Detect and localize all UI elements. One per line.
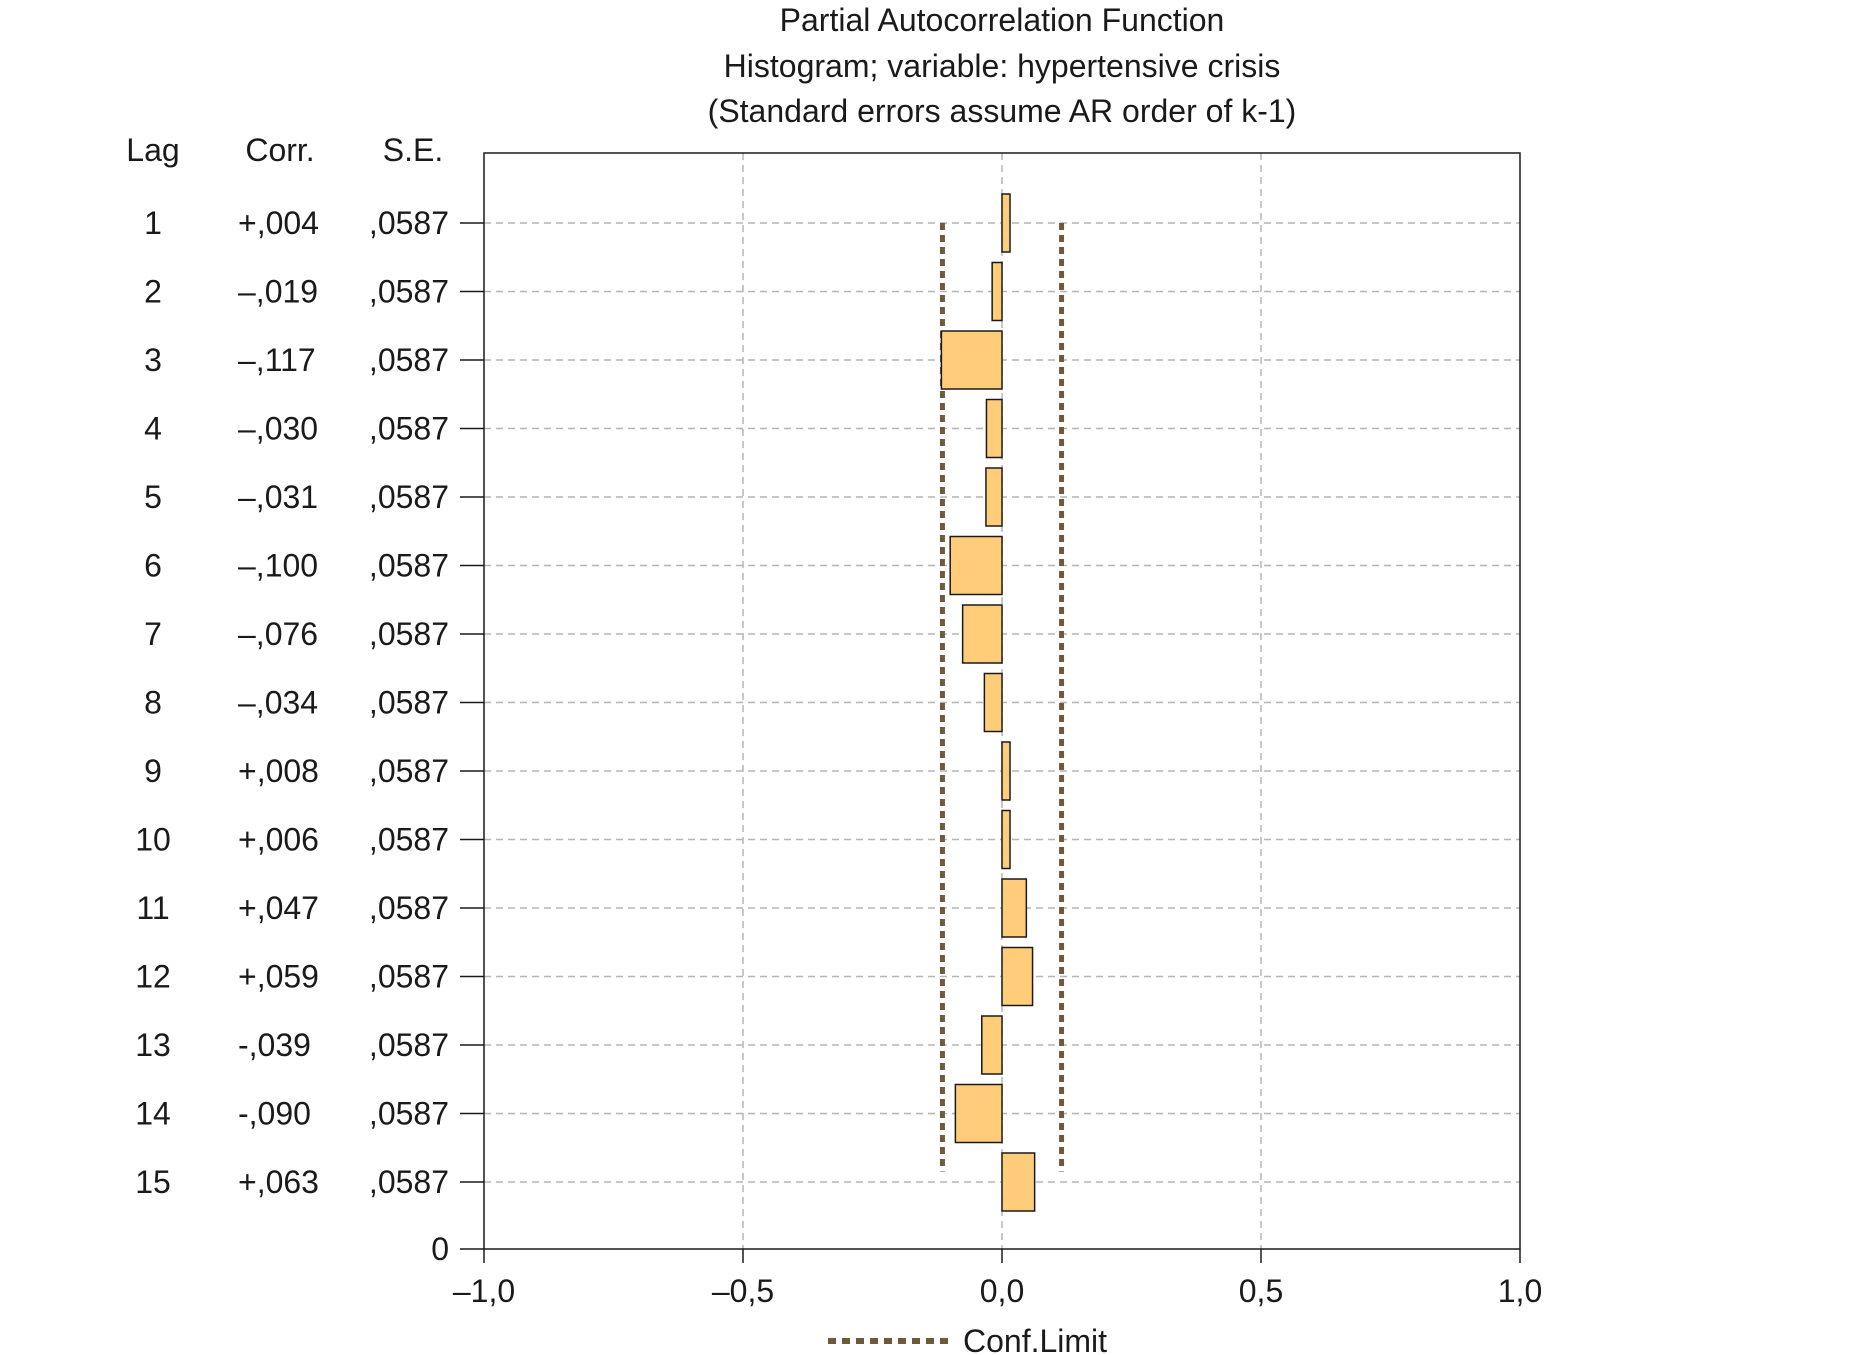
row-corr-label: –,117 xyxy=(238,342,316,378)
bar-lag-3 xyxy=(940,330,1003,390)
row-se-label: ,0587 xyxy=(369,959,449,995)
row-corr-label: +,059 xyxy=(238,959,319,995)
row-se-label: ,0587 xyxy=(369,342,449,378)
x-tick-label: –1,0 xyxy=(453,1273,515,1309)
row-lag-label: 14 xyxy=(135,1096,171,1132)
row-lag-label: 6 xyxy=(144,548,162,584)
row-lag-label: 1 xyxy=(144,205,162,241)
x-tick-label: 0,0 xyxy=(980,1273,1024,1309)
row-corr-label: –,076 xyxy=(238,616,318,652)
header-corr: Corr. xyxy=(245,132,314,168)
row-lag-label: 10 xyxy=(135,822,171,858)
row-corr-label: +,063 xyxy=(238,1164,319,1200)
row-lag-label: 2 xyxy=(144,274,162,310)
bar-lag-11 xyxy=(1001,878,1028,938)
row-se-label: ,0587 xyxy=(369,1096,449,1132)
row-labels: 1 +,004 ,0587 2 –,019 ,0587 3 –,117 ,0587 4 –,030,… xyxy=(135,205,484,1267)
table-headers: Lag Corr. S.E. xyxy=(126,132,443,168)
row-corr-label: –,100 xyxy=(238,548,318,584)
x-tick-labels: –1,0 –0,5 0,0 0,5 1,0 xyxy=(453,1249,1542,1309)
bar-lag-13 xyxy=(981,1015,1003,1075)
row-lag-label: 3 xyxy=(144,342,162,378)
bar-lag-15 xyxy=(1001,1152,1036,1212)
header-lag: Lag xyxy=(126,132,179,168)
chart-title: Partial Autocorrelation Function Histogr… xyxy=(708,2,1297,129)
legend-conf-limit-label: Conf.Limit xyxy=(963,1323,1107,1355)
row-lag-label: 7 xyxy=(144,616,162,652)
row-lag-label: 4 xyxy=(144,411,162,447)
row-lag-label: 12 xyxy=(135,959,171,995)
bar-lag-2 xyxy=(991,261,1003,322)
row-lag-label: 13 xyxy=(135,1027,171,1063)
row-corr-label: -,090 xyxy=(238,1096,311,1132)
row-corr-label: –,034 xyxy=(238,685,318,721)
bar-lag-10 xyxy=(1001,809,1011,870)
row-corr-label: +,004 xyxy=(238,205,319,241)
row-lag-label: 9 xyxy=(144,753,162,789)
chart-title-line-1: Partial Autocorrelation Function xyxy=(780,2,1225,38)
row-se-label: ,0587 xyxy=(369,205,449,241)
row-se-label: ,0587 xyxy=(369,616,449,652)
x-tick-label: 0,5 xyxy=(1239,1273,1283,1309)
row-corr-label: +,006 xyxy=(238,822,319,858)
row-se-label: ,0587 xyxy=(369,822,449,858)
row-se-label: ,0587 xyxy=(369,479,449,515)
row-corr-label: –,031 xyxy=(238,479,318,515)
row-se-label: ,0587 xyxy=(369,890,449,926)
zero-row-label: 0 xyxy=(431,1231,449,1267)
bar-lag-5 xyxy=(985,467,1003,527)
bar-lag-4 xyxy=(985,398,1003,459)
row-corr-label: +,008 xyxy=(238,753,319,789)
chart-title-line-2: Histogram; variable: hypertensive crisis xyxy=(724,48,1281,84)
bars xyxy=(940,193,1036,1212)
bar-lag-6 xyxy=(949,535,1003,596)
bar-lag-14 xyxy=(954,1083,1003,1144)
bar-lag-8 xyxy=(983,672,1003,733)
row-se-label: ,0587 xyxy=(369,548,449,584)
row-se-label: ,0587 xyxy=(369,685,449,721)
legend: Conf.Limit xyxy=(828,1323,1107,1355)
row-se-label: ,0587 xyxy=(369,1164,449,1200)
x-tick-label: 1,0 xyxy=(1498,1273,1542,1309)
row-se-label: ,0587 xyxy=(369,274,449,310)
header-se: S.E. xyxy=(383,132,443,168)
row-corr-label: +,047 xyxy=(238,890,319,926)
row-se-label: ,0587 xyxy=(369,411,449,447)
bar-lag-1 xyxy=(1001,193,1011,253)
chart-title-line-3: (Standard errors assume AR order of k-1) xyxy=(708,93,1297,129)
row-corr-label: –,030 xyxy=(238,411,318,447)
row-se-label: ,0587 xyxy=(369,753,449,789)
row-corr-label: –,019 xyxy=(238,274,318,310)
row-lag-label: 11 xyxy=(136,890,169,926)
bar-lag-9 xyxy=(1001,741,1011,801)
bar-lag-7 xyxy=(961,604,1003,664)
x-tick-label: –0,5 xyxy=(712,1273,774,1309)
row-lag-label: 15 xyxy=(135,1164,171,1200)
row-lag-label: 8 xyxy=(144,685,162,721)
row-lag-label: 5 xyxy=(144,479,162,515)
bar-lag-12 xyxy=(1001,946,1034,1007)
row-corr-label: -,039 xyxy=(238,1027,311,1063)
row-se-label: ,0587 xyxy=(369,1027,449,1063)
